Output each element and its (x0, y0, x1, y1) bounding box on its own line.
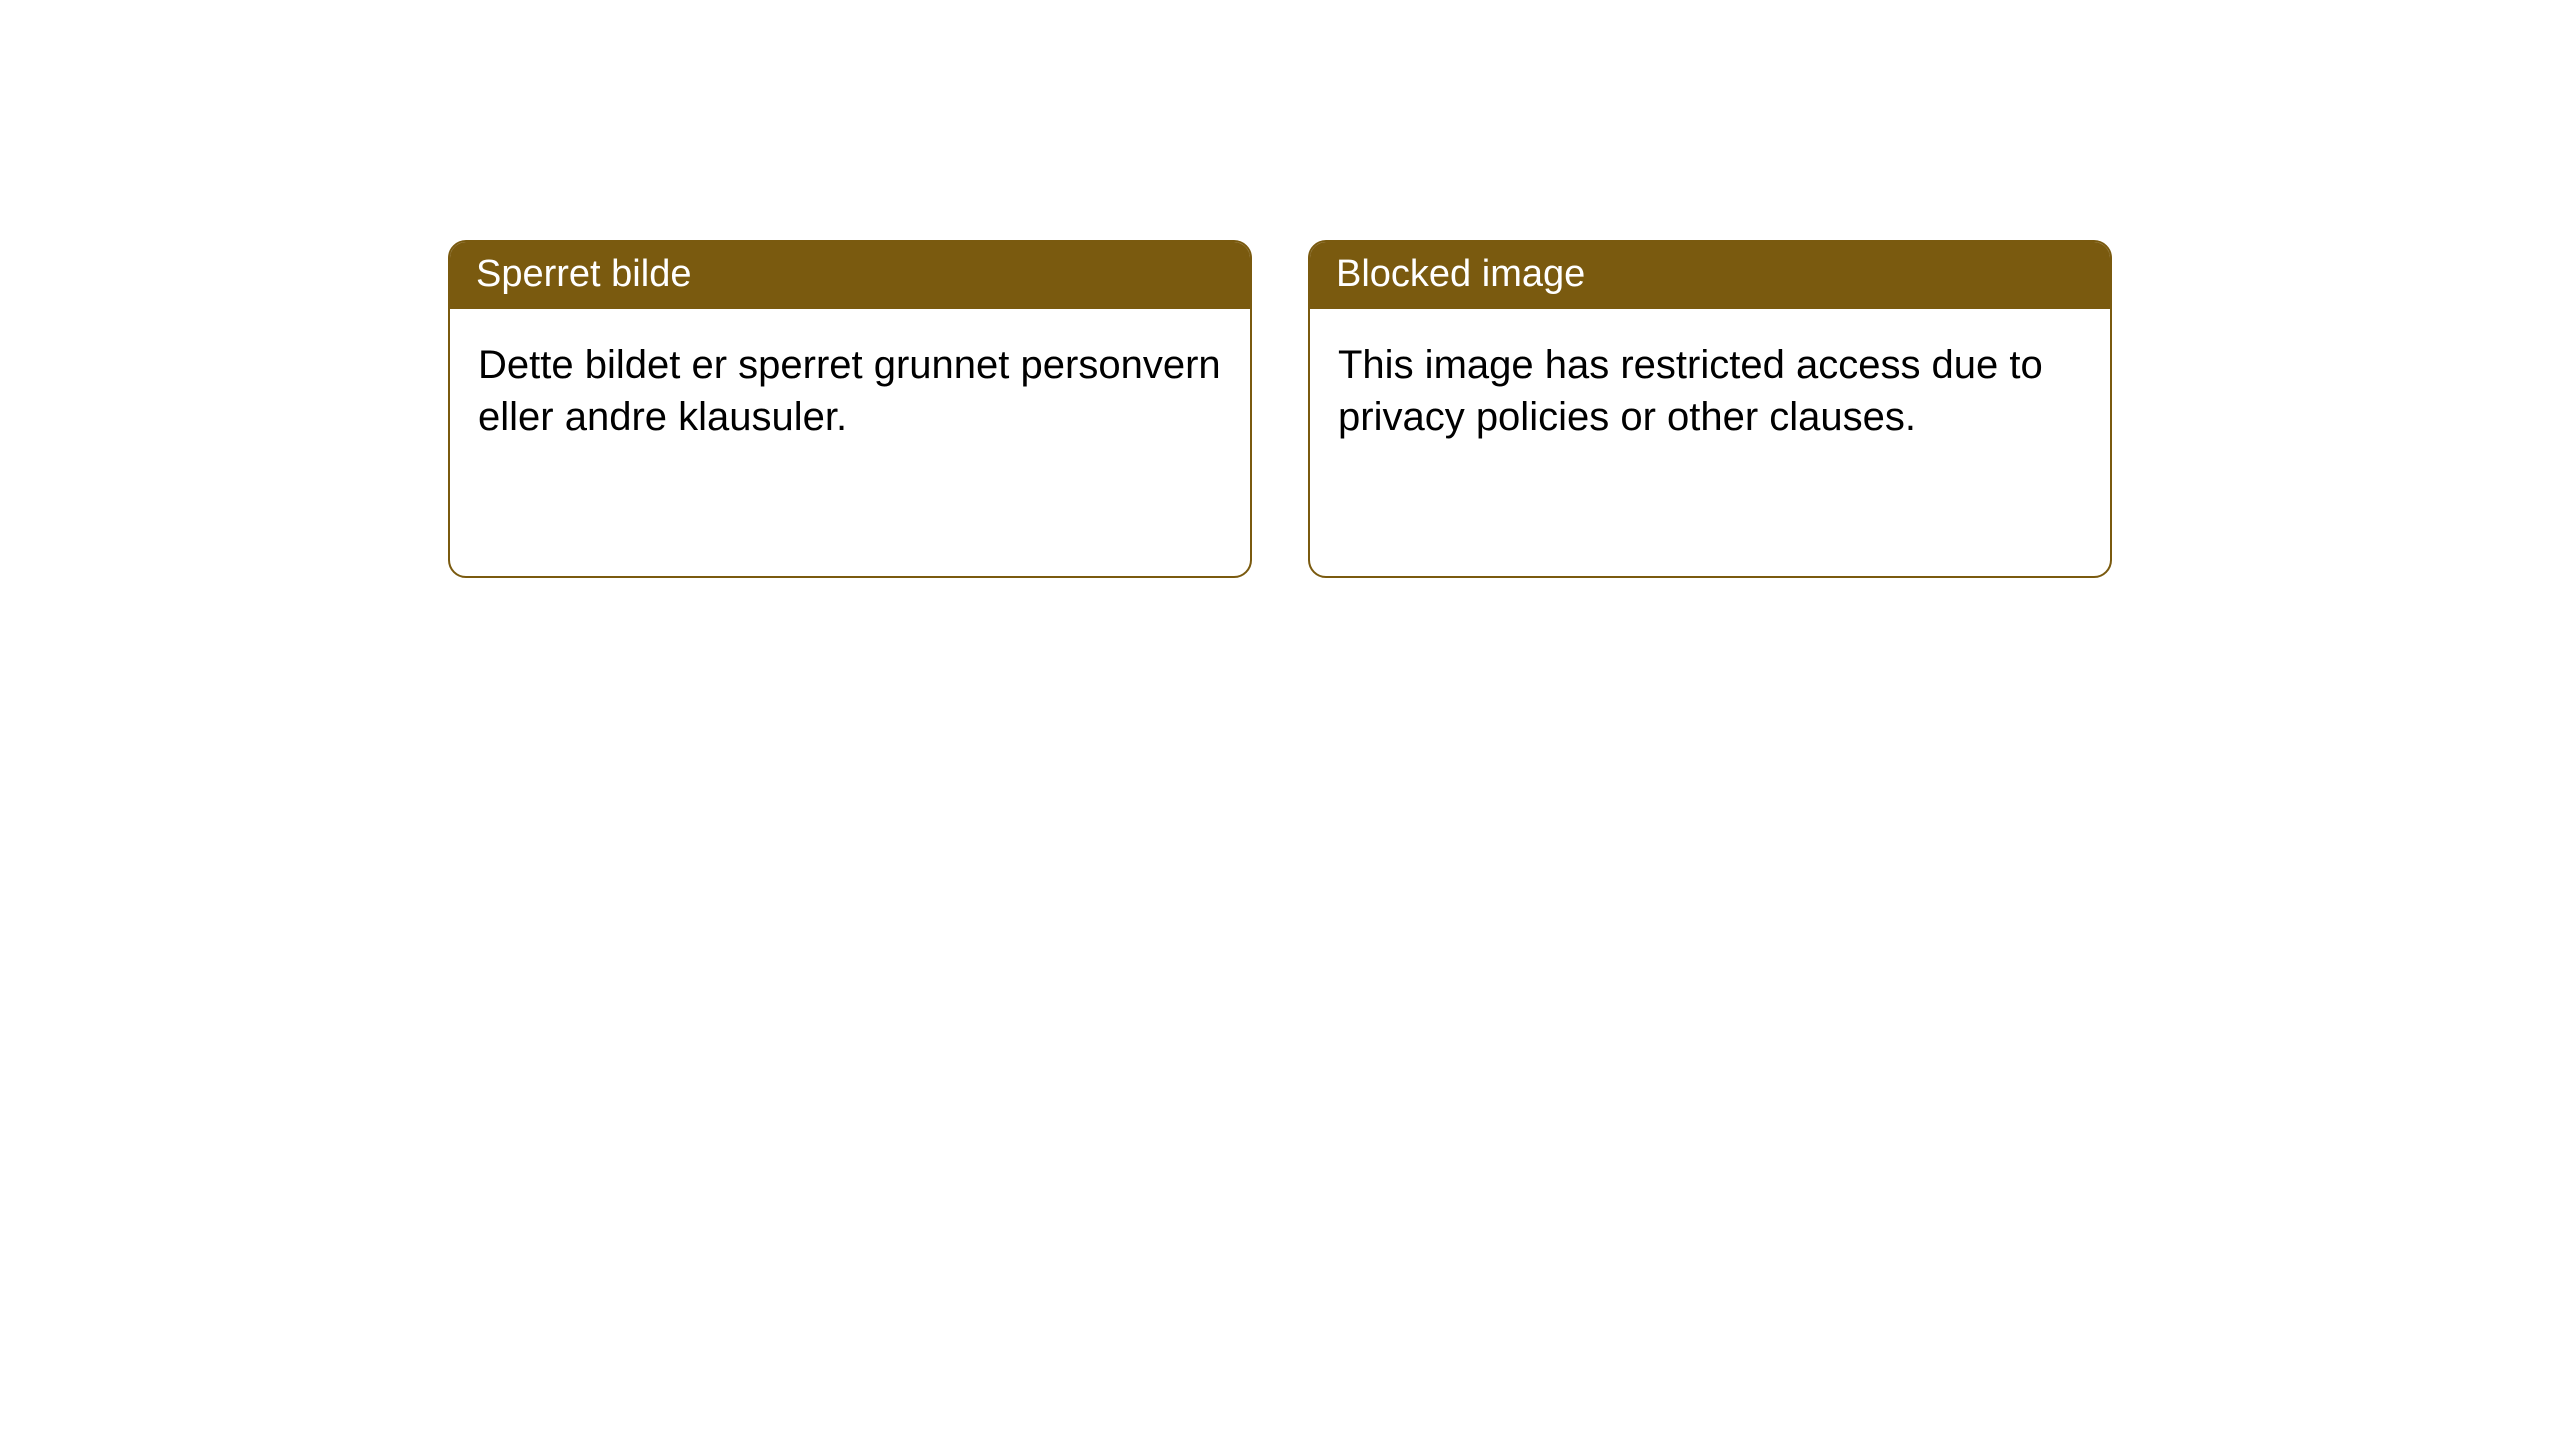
card-header: Sperret bilde (450, 242, 1250, 309)
card-body: Dette bildet er sperret grunnet personve… (450, 309, 1250, 473)
notice-container: Sperret bilde Dette bildet er sperret gr… (0, 0, 2560, 578)
card-message: This image has restricted access due to … (1338, 343, 2043, 439)
card-title: Blocked image (1336, 253, 1585, 295)
card-header: Blocked image (1310, 242, 2110, 309)
card-title: Sperret bilde (476, 253, 691, 295)
card-body: This image has restricted access due to … (1310, 309, 2110, 473)
blocked-image-card-english: Blocked image This image has restricted … (1308, 240, 2112, 578)
card-message: Dette bildet er sperret grunnet personve… (478, 343, 1221, 439)
blocked-image-card-norwegian: Sperret bilde Dette bildet er sperret gr… (448, 240, 1252, 578)
